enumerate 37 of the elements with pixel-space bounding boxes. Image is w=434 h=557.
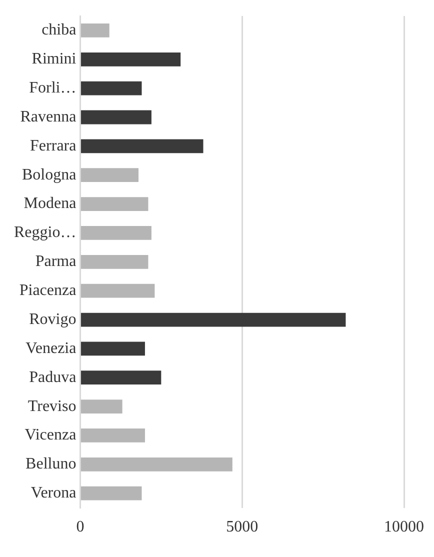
bar	[80, 400, 122, 414]
y-tick-label: Bologna	[22, 166, 76, 184]
y-tick-label: Treviso	[28, 398, 76, 415]
y-tick-label: Reggio…	[14, 224, 76, 242]
bar	[80, 24, 110, 38]
y-tick-label: Modena	[24, 195, 76, 212]
bar	[80, 284, 155, 298]
bar	[80, 81, 142, 96]
bar	[80, 254, 148, 269]
y-tick-label: Vicenza	[24, 426, 76, 444]
y-tick-label: Parma	[35, 253, 76, 270]
bar	[80, 312, 346, 327]
x-tick-label: 0	[76, 518, 84, 536]
bar	[80, 226, 152, 240]
bar	[80, 457, 232, 472]
x-tick-label: 10000	[384, 518, 424, 536]
y-tick-label: chiba	[42, 22, 76, 39]
y-tick-label: Belluno	[26, 456, 76, 473]
bar	[80, 52, 181, 66]
bar	[80, 197, 148, 211]
y-tick-label: Rimini	[32, 50, 77, 68]
y-tick-label: Forli…	[29, 80, 76, 97]
y-tick-label: Ravenna	[20, 108, 76, 126]
bar	[80, 110, 152, 124]
bar	[80, 486, 142, 500]
y-tick-label: Rovigo	[29, 310, 76, 328]
bar	[80, 139, 204, 154]
y-tick-label: Venezia	[26, 340, 76, 357]
bar	[80, 428, 145, 442]
bar	[80, 342, 145, 356]
x-tick-label: 5000	[226, 518, 258, 536]
y-tick-label: Ferrara	[30, 137, 76, 154]
y-tick-label: Verona	[30, 484, 76, 502]
y-tick-label: Piacenza	[19, 282, 76, 300]
y-tick-label: Paduva	[29, 368, 76, 386]
bar	[80, 370, 162, 385]
bar	[80, 168, 138, 182]
